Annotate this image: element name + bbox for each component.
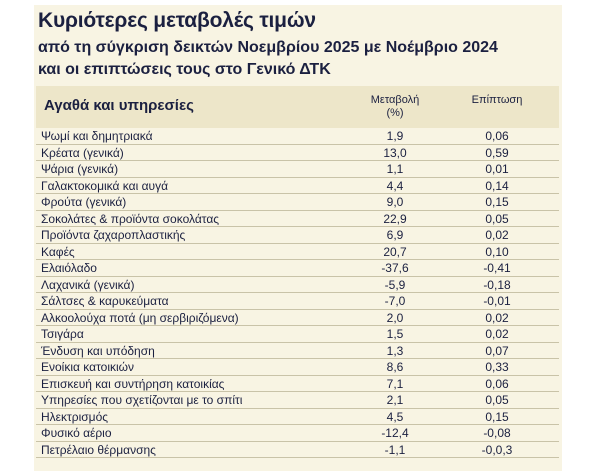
row-impact: -0,0,3 <box>481 442 513 457</box>
table-row: Αλκοολούχα ποτά (μη σερβιριζόμενα) 2,0 0,0… <box>36 310 559 326</box>
row-change: 13,0 <box>383 145 407 160</box>
table-row: Επισκευή και συντήρηση κατοικίας 7,1 0,06 <box>36 376 559 392</box>
row-change: 4,4 <box>386 178 404 193</box>
row-change: 6,9 <box>386 228 404 242</box>
row-name: Καφές <box>41 244 75 259</box>
row-name: Ψωμί και δημητριακά <box>41 129 153 143</box>
row-name: Λαχανικά (γενικά) <box>41 277 135 292</box>
header-change: Μεταβολή (%) <box>370 94 420 119</box>
row-change: 7,1 <box>386 376 404 391</box>
row-impact: -0,41 <box>483 261 511 275</box>
table-row: Ενοίκια κατοικιών 8,6 0,33 <box>36 359 559 376</box>
row-impact: 0,15 <box>485 409 509 424</box>
table-row: Ηλεκτρισμός 4,5 0,15 <box>36 409 559 425</box>
row-name: Ενοίκια κατοικιών <box>41 360 135 374</box>
row-change: 2,1 <box>386 393 404 407</box>
row-name: Τσιγάρα <box>41 327 84 341</box>
table-row: Φυσικό αέριο -12,4 -0,08 <box>36 425 559 442</box>
row-name: Υπηρεσίες που σχετίζονται με το σπίτι <box>41 393 243 407</box>
table-row: Γαλακτοκομικά και αυγά 4,4 0,14 <box>36 178 559 194</box>
row-change: 1,9 <box>386 129 404 143</box>
row-impact: 0,01 <box>485 162 509 176</box>
infographic-panel: Κυριότερες μεταβολές τιμών από τη σύγκρι… <box>34 5 562 471</box>
row-name: Πετρέλαιο θέρμανσης <box>41 442 156 457</box>
table-row: Τσιγάρα 1,5 0,02 <box>36 326 559 343</box>
row-name: Επισκευή και συντήρηση κατοικίας <box>41 376 225 391</box>
row-name: Ένδυση και υπόδηση <box>41 343 155 358</box>
row-change: 1,1 <box>386 162 404 176</box>
row-impact: 0,10 <box>485 244 509 259</box>
row-impact: 0,02 <box>485 228 509 242</box>
row-impact: -0,08 <box>483 426 511 440</box>
table-row: Προϊόντα ζαχαροπλαστικής 6,9 0,02 <box>36 227 559 244</box>
row-impact: -0,18 <box>483 277 511 292</box>
row-change: -7,0 <box>384 294 406 308</box>
row-change: 20,7 <box>383 244 407 259</box>
row-impact: 0,15 <box>485 195 509 209</box>
row-change: -1,1 <box>384 442 406 457</box>
subtitle-line-1: από τη σύγκριση δεικτών Νοεμβρίου 2025 μ… <box>38 39 498 56</box>
row-name: Κρέατα (γενικά) <box>41 145 124 160</box>
row-change: 2,0 <box>386 310 404 325</box>
row-impact: 0,14 <box>485 178 509 193</box>
row-name: Σάλτσες & καρυκεύματα <box>41 294 169 308</box>
table-row: Καφές 20,7 0,10 <box>36 244 559 260</box>
row-change: -37,6 <box>381 261 409 275</box>
row-change: 4,5 <box>386 409 404 424</box>
row-impact: 0,07 <box>485 343 509 358</box>
table-row: Σάλτσες & καρυκεύματα -7,0 -0,01 <box>36 293 559 310</box>
table-row: Πετρέλαιο θέρμανσης -1,1 -0,0,3 <box>36 442 559 458</box>
table-row: Κρέατα (γενικά) 13,0 0,59 <box>36 145 559 161</box>
row-impact: 0,33 <box>485 360 509 374</box>
row-impact: 0,06 <box>485 129 509 143</box>
table-row: Ψωμί και δημητριακά 1,9 0,06 <box>36 128 559 145</box>
row-impact: -0,01 <box>483 294 511 308</box>
table-body: Ψωμί και δημητριακά 1,9 0,06 Κρέατα (γενικά… <box>36 128 559 458</box>
table-row: Ψάρια (γενικά) 1,1 0,01 <box>36 161 559 178</box>
row-name: Σοκολάτες & προϊόντα σοκολάτας <box>41 211 220 226</box>
row-impact: 0,02 <box>485 327 509 341</box>
row-name: Ηλεκτρισμός <box>41 409 109 424</box>
row-name: Φυσικό αέριο <box>41 426 112 440</box>
row-impact: 0,06 <box>485 376 509 391</box>
table-row: Φρούτα (γενικά) 9,0 0,15 <box>36 194 559 211</box>
row-change: 22,9 <box>383 211 407 226</box>
page-title: Κυριότερες μεταβολές τιμών <box>38 9 316 32</box>
row-impact: 0,05 <box>485 393 509 407</box>
row-change: 1,5 <box>386 327 404 341</box>
table-row: Ελαιόλαδο -37,6 -0,41 <box>36 260 559 277</box>
row-name: Φρούτα (γενικά) <box>41 195 127 209</box>
row-name: Αλκοολούχα ποτά (μη σερβιριζόμενα) <box>41 310 239 325</box>
row-change: 1,3 <box>386 343 404 358</box>
row-change: 9,0 <box>386 195 404 209</box>
row-impact: 0,02 <box>485 310 509 325</box>
row-change: -5,9 <box>384 277 406 292</box>
row-name: Γαλακτοκομικά και αυγά <box>41 178 169 193</box>
table-row: Υπηρεσίες που σχετίζονται με το σπίτι 2,1… <box>36 392 559 409</box>
row-name: Ψάρια (γενικά) <box>41 162 119 176</box>
table-row: Σοκολάτες & προϊόντα σοκολάτας 22,9 0,05 <box>36 211 559 227</box>
row-impact: 0,59 <box>485 145 509 160</box>
table-row: Λαχανικά (γενικά) -5,9 -0,18 <box>36 277 559 293</box>
row-name: Ελαιόλαδο <box>41 261 97 275</box>
row-impact: 0,05 <box>485 211 509 226</box>
row-name: Προϊόντα ζαχαροπλαστικής <box>41 228 186 242</box>
header-goods: Αγαθά και υπηρεσίες <box>44 97 194 114</box>
subtitle-line-2: και οι επιπτώσεις τους στο Γενικό ΔΤΚ <box>38 61 331 78</box>
row-change: -12,4 <box>381 426 409 440</box>
table-header: Αγαθά και υπηρεσίες Μεταβολή (%) Επίπτωσ… <box>36 86 559 128</box>
row-change: 8,6 <box>386 360 404 374</box>
header-impact: Επίπτωση <box>471 94 523 106</box>
table-row: Ένδυση και υπόδηση 1,3 0,07 <box>36 343 559 359</box>
